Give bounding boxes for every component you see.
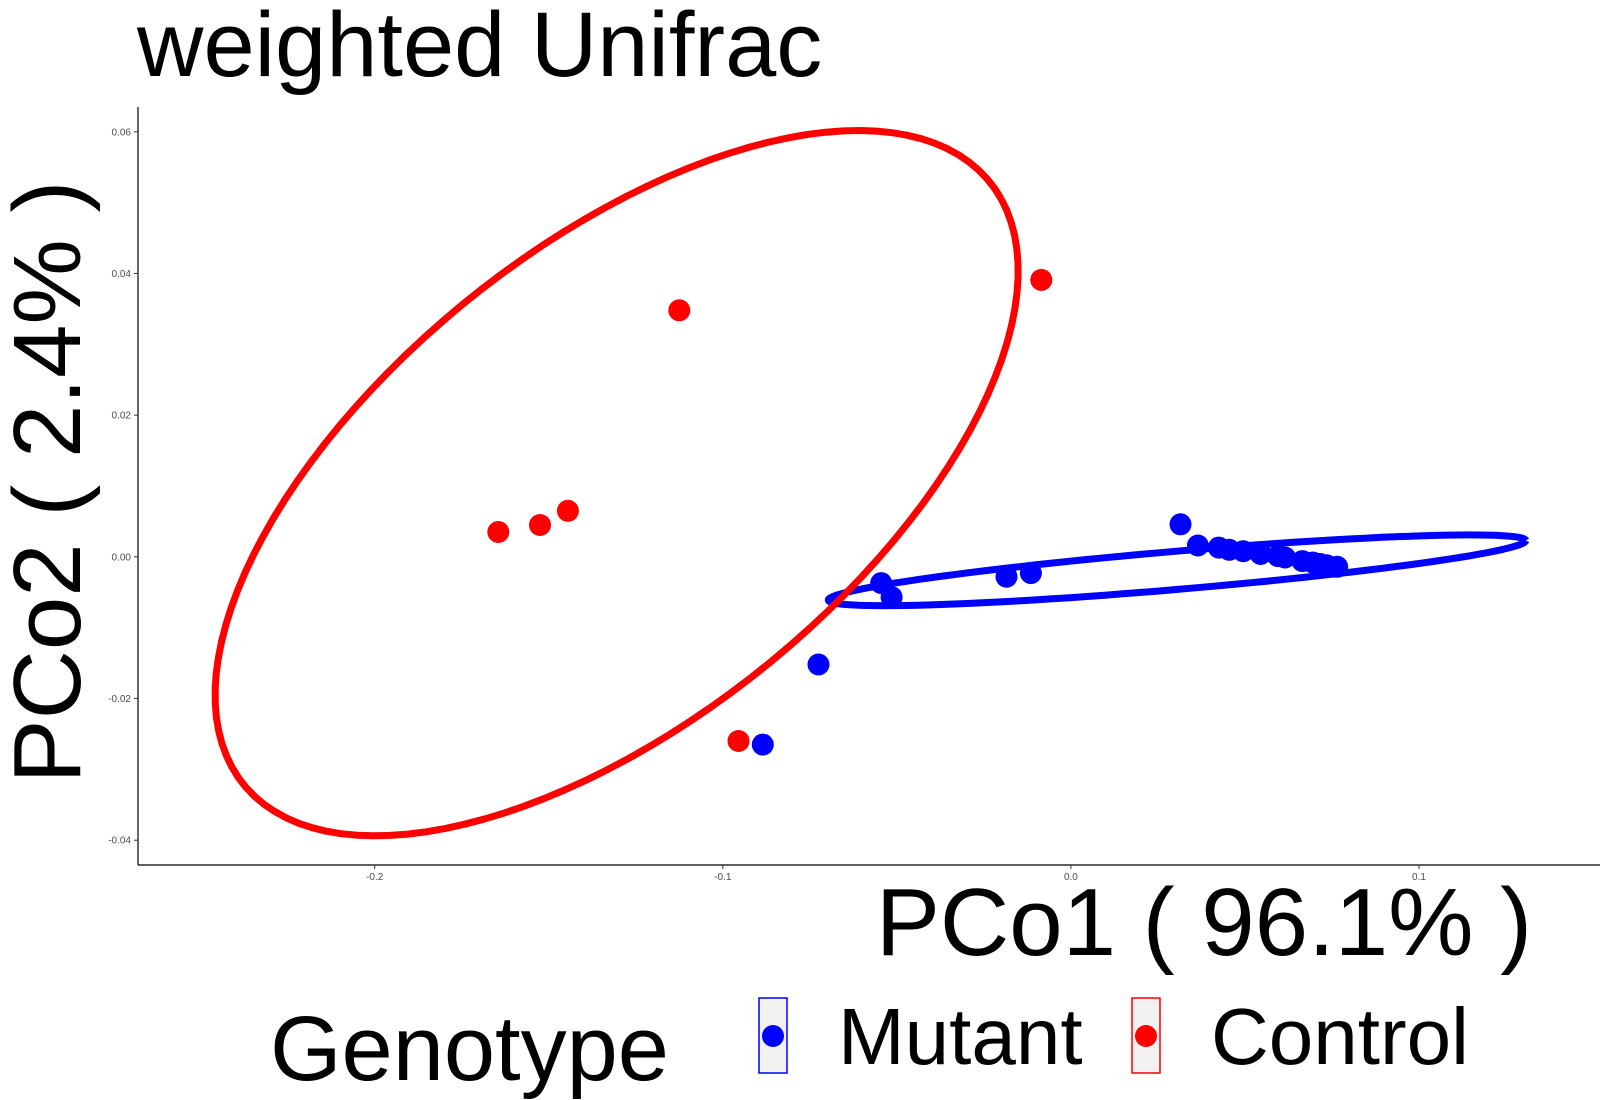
x-tick-label: 0.1 — [1412, 872, 1426, 883]
plot-area — [211, 127, 1530, 840]
point-mutant-11 — [1249, 543, 1272, 565]
x-tick-label: -0.2 — [366, 872, 384, 883]
point-control-3 — [668, 299, 691, 322]
y-tick-label: -0.02 — [108, 694, 131, 705]
point-mutant-13 — [1274, 546, 1296, 569]
x-axis-ticks: -0.2 -0.1 0.0 0.1 — [366, 865, 1426, 883]
x-tick-label: 0.0 — [1064, 872, 1078, 883]
point-control-1 — [529, 514, 551, 536]
point-mutant-6 — [1169, 513, 1192, 536]
point-mutant-4 — [995, 565, 1018, 588]
point-control-2 — [556, 499, 579, 522]
point-mutant-10 — [1232, 540, 1255, 563]
point-control-4 — [727, 730, 750, 752]
point-control-5 — [1030, 268, 1053, 291]
y-axis-title: PCo2 ( 2.4% ) — [0, 181, 101, 784]
y-tick-label: 0.02 — [112, 411, 132, 422]
legend-label-mutant: Mutant — [838, 992, 1083, 1081]
point-mutant-5 — [1019, 562, 1042, 585]
chart-title: weighted Unifrac — [136, 0, 822, 96]
ellipse-mutant — [824, 531, 1530, 610]
legend: Genotype Mutant Control — [270, 992, 1469, 1100]
point-mutant-18 — [1326, 555, 1349, 578]
point-mutant-0 — [751, 733, 774, 756]
legend-title: Genotype — [270, 998, 669, 1100]
y-tick-label: 0.00 — [112, 552, 132, 563]
point-mutant-1 — [807, 653, 830, 676]
point-mutant-7 — [1186, 534, 1209, 557]
y-tick-label: -0.04 — [108, 836, 131, 847]
x-tick-label: -0.1 — [714, 872, 732, 883]
y-tick-label: 0.04 — [112, 269, 132, 280]
point-mutant-3 — [880, 586, 903, 609]
legend-marker-mutant — [762, 1025, 784, 1047]
point-control-0 — [487, 521, 510, 543]
y-axis-ticks: -0.04 -0.02 0.00 0.02 0.04 0.06 — [108, 127, 138, 847]
y-tick-label: 0.06 — [112, 127, 132, 138]
legend-label-control: Control — [1211, 992, 1469, 1081]
x-axis-title: PCo1 ( 96.1% ) — [876, 869, 1532, 976]
legend-marker-control — [1135, 1025, 1157, 1047]
ellipse-control — [211, 127, 1022, 840]
